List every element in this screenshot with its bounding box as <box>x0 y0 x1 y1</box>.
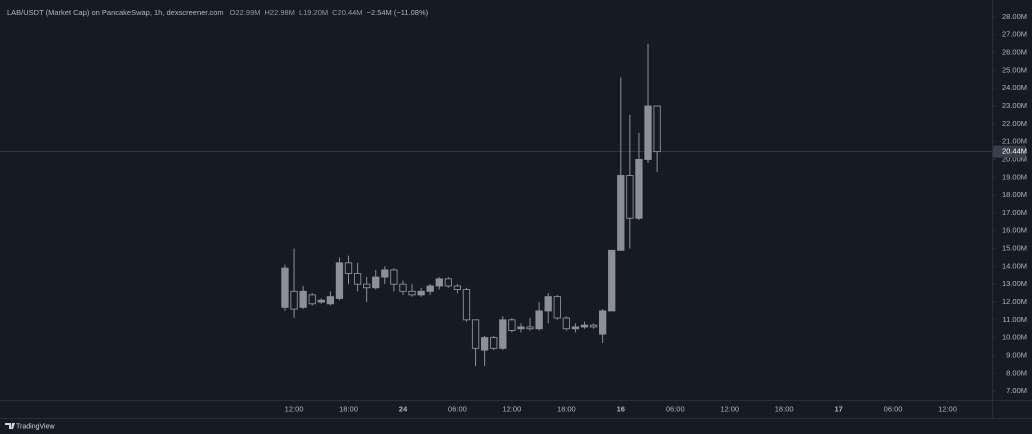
candle-body <box>335 262 344 299</box>
candle-body <box>508 319 516 331</box>
x-tick-label: 06:00 <box>884 404 903 413</box>
legend-item: −2.54M (−11.08%) <box>367 8 429 17</box>
y-tick-label: 8.00M <box>1006 368 1027 377</box>
candle-body <box>471 319 480 349</box>
y-tick-label: 14.00M <box>1002 261 1027 270</box>
y-tick-label: 10.00M <box>1002 333 1027 342</box>
y-tick-label: 15.00M <box>1002 244 1027 253</box>
candle-body <box>553 296 561 319</box>
candle-body <box>635 159 643 219</box>
candle-body <box>517 326 525 330</box>
legend-item: C20.44M <box>332 8 362 17</box>
y-tick-label: 19.00M <box>1002 172 1027 181</box>
y-tick-label: 9.00M <box>1006 350 1027 359</box>
legend-item: L19.20M <box>299 8 328 17</box>
candle-body <box>481 337 489 351</box>
brand-text: TradingView <box>16 423 55 430</box>
candle-body <box>499 319 507 349</box>
y-tick-label: 13.00M <box>1002 279 1027 288</box>
y-tick-label: 22.00M <box>1002 119 1027 128</box>
candle-body <box>617 175 625 251</box>
y-tick-label: 16.00M <box>1002 226 1027 235</box>
candle-body <box>281 267 289 308</box>
candle-body <box>526 326 534 330</box>
candle-body <box>326 296 335 305</box>
x-tick-label: 18:00 <box>339 404 358 413</box>
y-tick-label: 21.00M <box>1002 137 1027 146</box>
x-tick-label: 24 <box>399 404 408 413</box>
x-tick-label: 12:00 <box>502 404 521 413</box>
candle-body <box>372 276 380 289</box>
candle-body <box>490 337 498 349</box>
y-tick-label: 18.00M <box>1002 190 1027 199</box>
candle-body <box>544 296 552 312</box>
candle-body <box>626 175 634 219</box>
legend-item: O22.99M <box>230 8 261 17</box>
candle-body <box>417 290 425 296</box>
candle-body <box>426 285 434 292</box>
candle-body <box>308 294 316 305</box>
y-tick-label: 12.00M <box>1002 297 1027 306</box>
candle-body <box>408 290 416 296</box>
legend-item: H22.98M <box>265 8 295 17</box>
x-tick-label: 06:00 <box>448 404 467 413</box>
x-tick-label: 16 <box>617 404 625 413</box>
x-tick-label: 06:00 <box>666 404 685 413</box>
candle-body <box>608 249 616 312</box>
x-tick-label: 12:00 <box>938 404 957 413</box>
y-tick-label: 28.00M <box>1002 12 1027 21</box>
candle-body <box>535 310 543 330</box>
candle-body <box>644 105 652 160</box>
candle-body <box>571 326 580 330</box>
chart-title: LAB/USDT (Market Cap) on PancakeSwap, 1h… <box>7 8 224 17</box>
candle-body <box>381 269 389 278</box>
candle-body <box>390 269 398 285</box>
candle-body <box>444 278 453 287</box>
ohlc-legend: O22.99M H22.98M L19.20M C20.44M −2.54M (−11.… <box>230 8 429 17</box>
candle-body <box>399 283 407 292</box>
candle-body <box>462 289 471 321</box>
candle-body <box>363 283 371 289</box>
candle-body <box>344 262 353 274</box>
y-tick-label: 26.00M <box>1002 48 1027 57</box>
y-tick-label: 11.00M <box>1003 315 1027 324</box>
x-tick-label: 17 <box>834 404 842 413</box>
y-tick-label: 17.00M <box>1002 208 1027 217</box>
candle-body <box>453 285 462 290</box>
candle-body <box>580 324 589 328</box>
last-price-label: 20.44M <box>1002 147 1027 156</box>
last-price-badge <box>993 145 1026 158</box>
branding: TradingView <box>5 423 55 430</box>
x-tick-label: 18:00 <box>775 404 794 413</box>
y-tick-label: 27.00M <box>1002 30 1027 39</box>
candle-body <box>317 299 325 303</box>
y-tick-label: 23.00M <box>1002 101 1027 110</box>
candle-body <box>435 278 443 287</box>
x-tick-label: 12:00 <box>285 404 304 413</box>
candle-body <box>290 290 298 310</box>
x-tick-label: 12:00 <box>720 404 739 413</box>
candle-body <box>598 310 607 335</box>
candle-body <box>653 105 661 153</box>
y-tick-label: 24.00M <box>1002 83 1027 92</box>
y-tick-label: 25.00M <box>1002 65 1027 74</box>
x-tick-label: 18:00 <box>557 404 576 413</box>
y-tick-label: 20.00M <box>1002 154 1027 163</box>
candle-body <box>353 273 362 285</box>
candle-body <box>562 317 570 330</box>
candle-body <box>589 324 598 328</box>
logo <box>5 423 15 429</box>
y-tick-label: 7.00M <box>1006 386 1027 395</box>
candle-body <box>299 290 307 308</box>
